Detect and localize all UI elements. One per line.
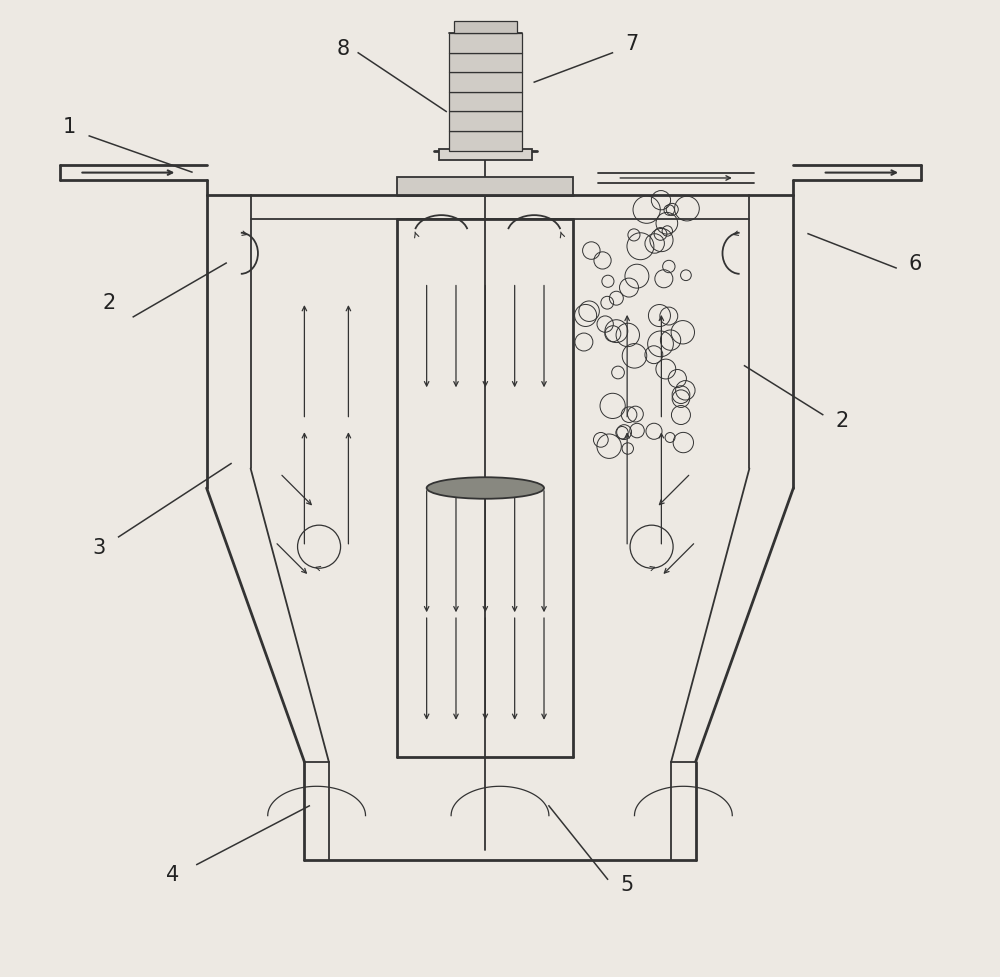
Bar <box>449 112 522 132</box>
Bar <box>449 54 522 73</box>
Bar <box>454 22 517 34</box>
Text: 2: 2 <box>102 293 115 313</box>
Text: 3: 3 <box>92 537 106 557</box>
Bar <box>397 178 573 195</box>
Text: 7: 7 <box>625 34 639 54</box>
Bar <box>439 149 532 161</box>
Text: 8: 8 <box>337 39 350 59</box>
Text: 2: 2 <box>836 410 849 430</box>
Text: 4: 4 <box>166 865 179 884</box>
Text: 5: 5 <box>621 874 634 894</box>
Ellipse shape <box>427 478 544 499</box>
Bar <box>449 132 522 151</box>
Bar <box>449 73 522 93</box>
Text: 1: 1 <box>63 117 76 137</box>
Text: 6: 6 <box>909 254 922 274</box>
Bar <box>449 93 522 112</box>
Bar <box>449 34 522 54</box>
